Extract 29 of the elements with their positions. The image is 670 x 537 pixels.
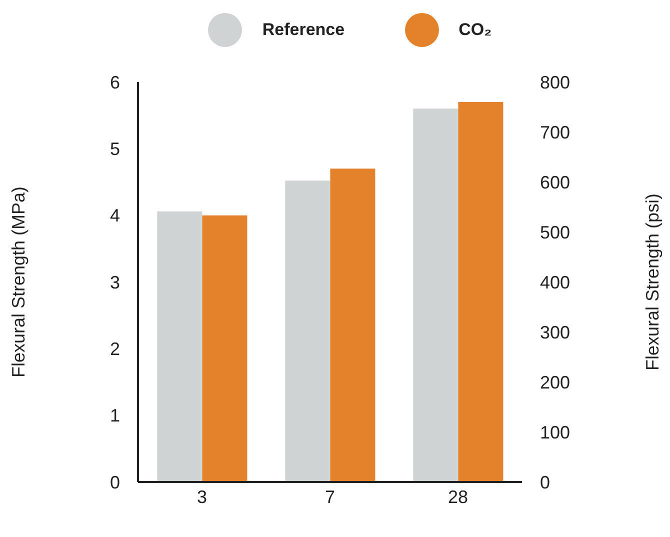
y-tick-label: 6 [110,72,120,92]
bar [202,215,248,482]
y2-tick-label: 200 [540,372,570,392]
y2-tick-label: 800 [540,72,570,92]
y-tick-label: 2 [110,339,120,360]
bar [157,211,202,482]
y2-axis-title: Flexural Strength (psi) [642,193,662,371]
y-tick-label: 0 [110,472,120,492]
legend-label: CO₂ [458,20,492,40]
x-tick-label: 28 [448,486,468,507]
bar [413,108,458,482]
y-axis-title: Flexural Strength (MPa) [8,186,28,378]
bar [330,168,376,482]
y2-tick-label: 400 [540,272,570,292]
y-tick-label: 3 [110,272,120,292]
y-tick-label: 4 [110,206,120,226]
bar [458,102,504,482]
bar [285,180,330,482]
y2-tick-label: 500 [540,222,570,242]
y2-tick-label: 700 [540,122,570,142]
x-tick-label: 3 [196,486,208,507]
y2-tick-label: 0 [540,472,550,492]
y2-tick-label: 100 [540,422,570,442]
y2-tick-label: 600 [540,172,570,192]
y-tick-label: 5 [110,139,120,160]
x-tick-label: 7 [324,486,336,507]
legend-label: Reference [262,20,345,40]
y2-tick-label: 300 [540,322,570,342]
y-tick-label: 1 [110,406,120,426]
